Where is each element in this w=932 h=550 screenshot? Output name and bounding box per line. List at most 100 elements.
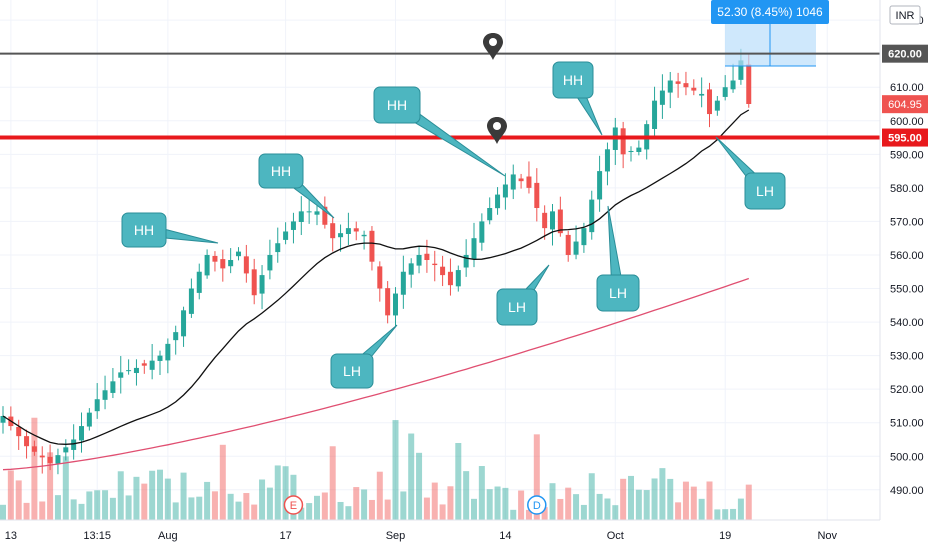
time-tick-label: 17 xyxy=(279,530,291,542)
volume-bar xyxy=(525,509,532,520)
candle-body xyxy=(447,271,453,286)
volume-bar xyxy=(274,465,281,520)
last-price-label: 604.95 xyxy=(888,99,922,111)
candle-body xyxy=(628,150,634,153)
callout-lh[interactable]: LH xyxy=(496,264,550,326)
candle-body xyxy=(330,223,336,239)
candle-body xyxy=(212,255,218,262)
last-price-tag xyxy=(882,95,928,114)
volume-bar xyxy=(667,478,674,520)
candle-body xyxy=(361,234,367,237)
candle-body xyxy=(165,343,171,361)
volume-bar xyxy=(565,487,572,520)
volume-bar xyxy=(580,504,587,520)
measure-label: 52.30 (8.45%) 1046 xyxy=(717,5,823,19)
volume-bar xyxy=(745,484,752,520)
callout-hh[interactable]: HH xyxy=(373,86,506,177)
candle-body xyxy=(683,83,689,88)
price-tick-label: 500.00 xyxy=(890,451,924,463)
callout-hh[interactable]: HH xyxy=(121,212,219,248)
volume-bar xyxy=(604,498,611,520)
candle-body xyxy=(133,367,139,374)
volume-bar xyxy=(314,495,320,520)
map-pin-icon[interactable] xyxy=(483,33,503,60)
volume-bar xyxy=(620,478,627,520)
volume-bar xyxy=(714,509,721,520)
candle-body xyxy=(102,390,108,400)
callouts[interactable]: HH HH HH HH LH LH LH LH xyxy=(121,61,786,389)
volume-bar xyxy=(227,493,234,520)
map-pin-icon[interactable] xyxy=(487,117,507,144)
candle-body xyxy=(126,370,132,372)
volume-bar xyxy=(392,420,399,520)
volume-bar xyxy=(588,473,595,520)
event-marker-d[interactable]: D xyxy=(527,495,547,515)
candle-body xyxy=(338,233,344,238)
time-axis[interactable] xyxy=(0,520,932,550)
price-axis[interactable] xyxy=(880,0,932,550)
volume-bar xyxy=(180,472,187,520)
volume-bar xyxy=(698,498,705,520)
volume-bar xyxy=(478,466,485,520)
candle-body xyxy=(31,446,37,452)
price-range-measure[interactable]: 52.30 (8.45%) 1046 xyxy=(711,0,829,67)
currency-badge-label: INR xyxy=(896,10,915,22)
price-axis-ticks: 490.00 500.00 510.00 520.00 530.00 540.00 550.… xyxy=(890,15,924,497)
moving-average-long xyxy=(2,277,750,471)
callout-lh[interactable]: LH xyxy=(330,324,398,389)
candle-body xyxy=(16,426,22,437)
callout-box xyxy=(373,86,421,124)
time-tick-label: 13 xyxy=(5,530,17,542)
event-marker-circle xyxy=(283,495,304,515)
volume-bar xyxy=(518,490,525,520)
candle-body xyxy=(659,90,665,105)
candle-body xyxy=(620,128,626,155)
callout-hh[interactable]: HH xyxy=(552,61,603,136)
callout-label: LH xyxy=(609,285,627,301)
volume-bar xyxy=(337,501,344,520)
volume-bar xyxy=(533,434,540,520)
candle-body xyxy=(220,259,226,269)
volume-bar xyxy=(31,417,38,520)
candle-body xyxy=(408,263,414,275)
candle-body xyxy=(118,372,124,378)
volume-bar xyxy=(376,471,383,520)
volume-bar xyxy=(39,501,46,520)
moving-average-short xyxy=(2,109,750,445)
callout-hh[interactable]: HH xyxy=(258,153,335,219)
candle-body xyxy=(416,254,422,266)
time-tick-label: 13:15 xyxy=(83,530,111,542)
callout-label: HH xyxy=(271,163,291,179)
candle-body xyxy=(550,211,555,230)
callout-lh[interactable]: LH xyxy=(596,205,640,312)
candle-body xyxy=(149,360,155,370)
callout-box xyxy=(496,288,538,326)
volume-bar xyxy=(172,502,179,520)
volume-bar xyxy=(329,446,336,520)
candle-body xyxy=(722,87,728,97)
callout-label: HH xyxy=(563,72,583,88)
candle-body xyxy=(204,254,210,276)
volume-bar xyxy=(196,496,203,520)
volume-bar xyxy=(384,499,391,520)
candle-body xyxy=(141,363,147,366)
time-tick-label: 19 xyxy=(719,530,731,542)
candle-body xyxy=(707,89,712,115)
price-axis-level-labels: 620.00 595.00 604.95 xyxy=(882,44,928,147)
candle-body xyxy=(353,228,359,232)
currency-badge[interactable]: INR xyxy=(889,5,921,25)
event-marker-e[interactable]: E xyxy=(283,495,304,515)
volume-bar xyxy=(23,502,30,520)
time-tick-label: Oct xyxy=(607,530,624,542)
volume-bar xyxy=(612,505,619,520)
candle-body xyxy=(345,228,351,234)
candle-body xyxy=(518,178,524,182)
callout-lh[interactable]: LH xyxy=(715,136,786,210)
volume-bar xyxy=(7,470,14,520)
candle-body xyxy=(369,230,375,262)
volume-bar xyxy=(102,490,109,520)
volume-bar xyxy=(141,483,148,520)
candle-body xyxy=(275,243,281,253)
